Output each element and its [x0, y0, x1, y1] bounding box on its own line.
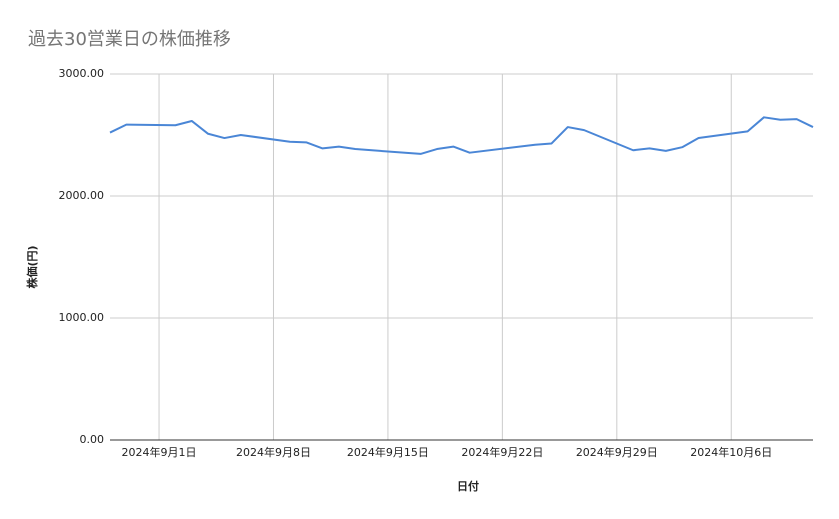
x-axis-title: 日付 — [457, 479, 479, 493]
chart-title: 過去30営業日の株価推移 — [28, 29, 231, 50]
x-tick-label: 2024年9月29日 — [576, 445, 658, 459]
line-series — [109, 116, 814, 155]
x-tick-label: 2024年9月1日 — [122, 445, 197, 459]
y-tick-label: 1000.00 — [59, 311, 105, 324]
x-tick-label: 2024年10月6日 — [690, 445, 772, 459]
x-tick-label: 2024年9月8日 — [236, 445, 311, 459]
x-tick-label: 2024年9月15日 — [347, 445, 429, 459]
y-tick-label: 2000.00 — [59, 189, 105, 202]
x-tick-label: 2024年9月22日 — [461, 445, 543, 459]
y-tick-label: 0.00 — [80, 433, 105, 446]
y-axis-title: 株価(円) — [25, 245, 39, 288]
y-tick-label: 3000.00 — [59, 67, 105, 80]
